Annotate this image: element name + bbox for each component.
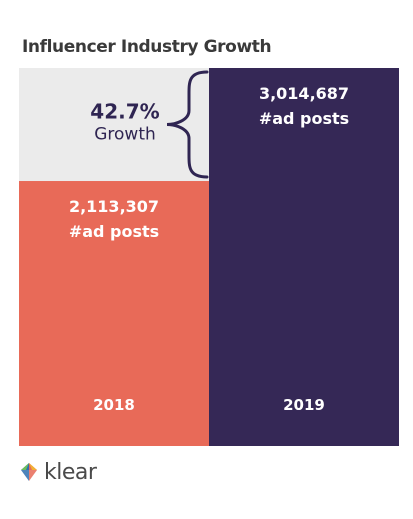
chart-area: 2,113,307 #ad posts 2018 3,014,687 #ad posts…: [19, 68, 399, 446]
chart-title: Influencer Industry Growth: [22, 37, 272, 57]
category-label-2018: 2018: [93, 396, 135, 414]
data-label-value-2018: 2,113,307: [69, 197, 159, 216]
growth-percentage: 42.7%: [90, 100, 159, 124]
bar-2018: [19, 181, 209, 446]
data-label-unit-2018: #ad posts: [69, 222, 159, 241]
klear-logo-icon: [21, 463, 37, 481]
brand-name: klear: [44, 459, 97, 485]
data-label-value-2019: 3,014,687: [259, 84, 349, 103]
growth-brace: [166, 70, 209, 179]
brand-logo: klear: [20, 457, 97, 487]
bar-2019: [209, 68, 399, 446]
data-label-unit-2019: #ad posts: [259, 109, 349, 128]
growth-label: Growth: [94, 125, 156, 145]
bar-chart: 2,113,307 #ad posts 2018 3,014,687 #ad posts…: [19, 68, 399, 446]
category-label-2019: 2019: [283, 396, 325, 414]
